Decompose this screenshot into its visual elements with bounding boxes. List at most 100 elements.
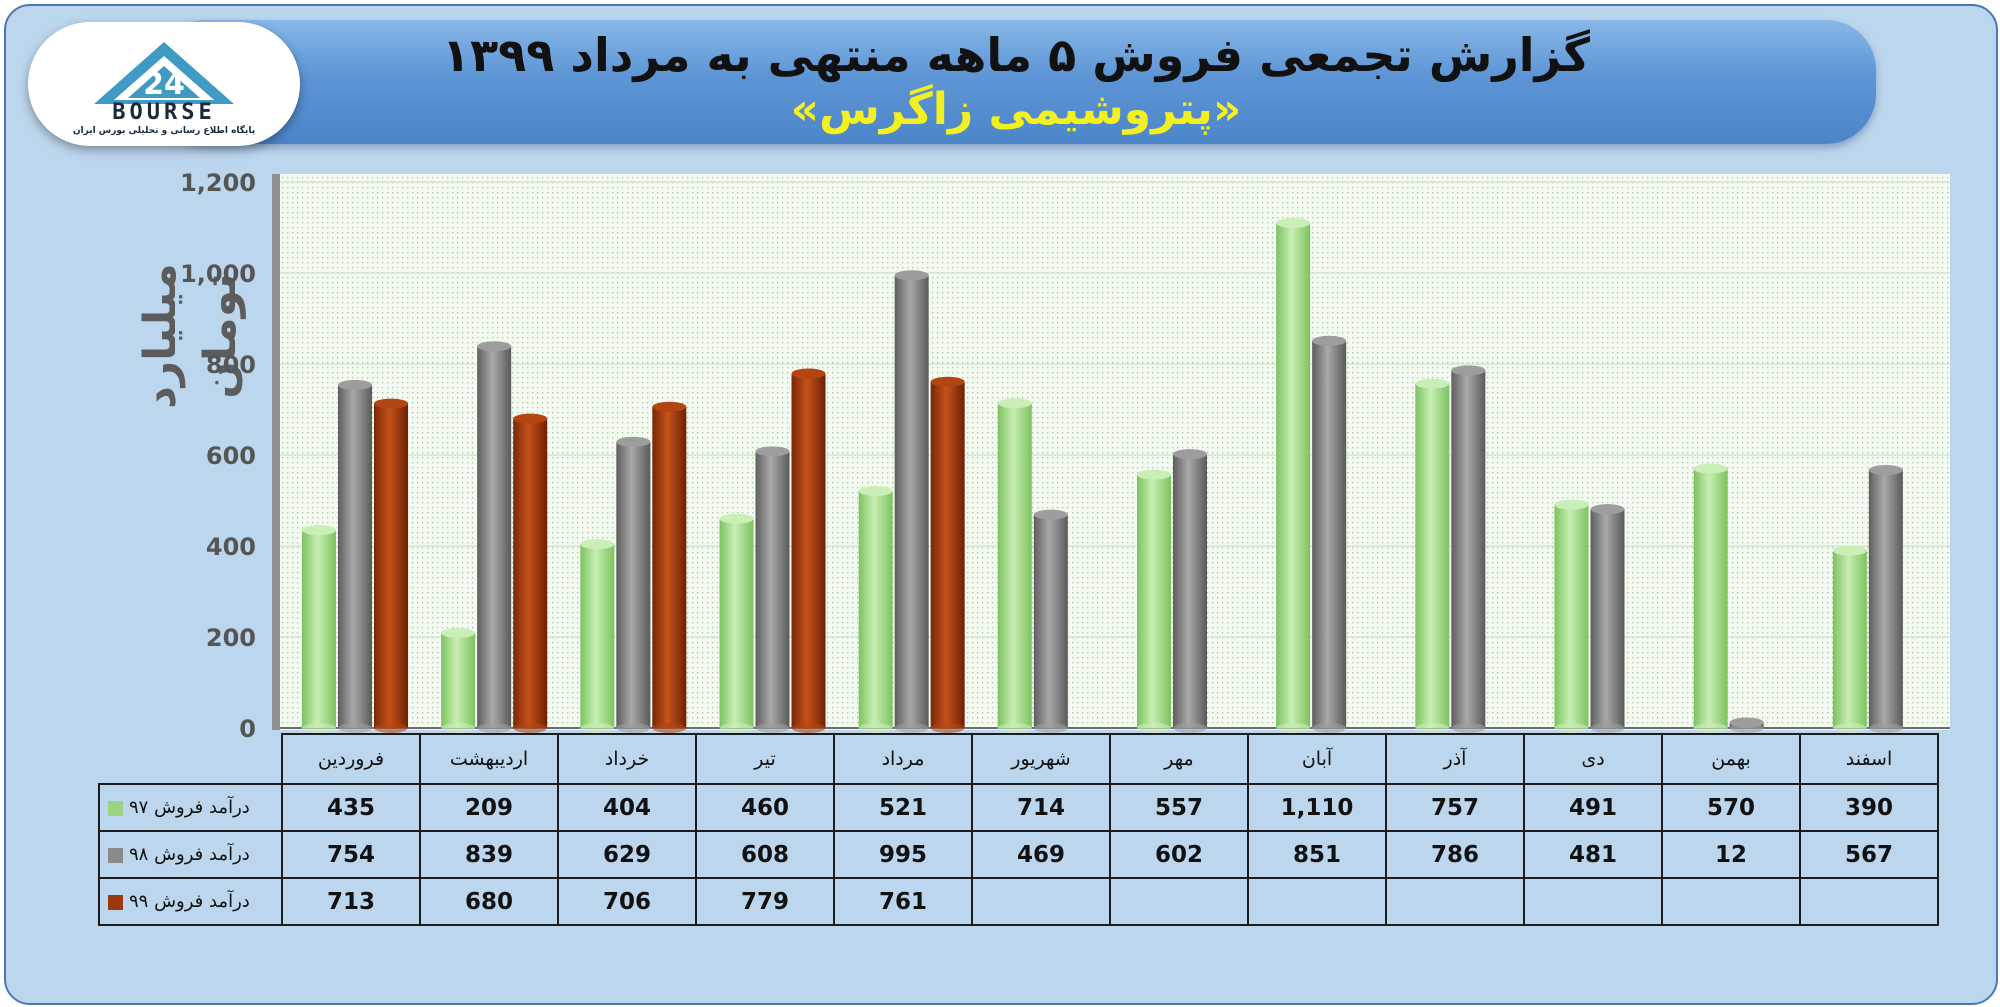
data-table: فروردین اردیبهشت خرداد تیر مرداد شهریور …	[98, 733, 1939, 926]
legend-swatch-icon	[108, 894, 123, 910]
data-label: 460	[695, 783, 835, 832]
data-label: 557	[1109, 783, 1249, 832]
bar-base	[513, 723, 548, 733]
bar-base	[1033, 723, 1068, 733]
data-label: 602	[1109, 830, 1249, 879]
bar-base	[1729, 723, 1764, 733]
bar-cap	[858, 485, 893, 496]
table-corner	[99, 734, 282, 784]
table-cell-empty	[1385, 877, 1525, 926]
bar-base	[755, 723, 790, 733]
table-cell-empty	[1247, 877, 1387, 926]
table-category: مرداد	[833, 733, 973, 785]
bar-cap	[1312, 335, 1347, 346]
table-category: تیر	[695, 733, 835, 785]
table-category: آبان	[1247, 733, 1387, 785]
bar-cap	[338, 379, 372, 390]
data-label: 404	[557, 783, 697, 832]
y-tick-label: 0	[239, 715, 256, 743]
chart-subtitle: «پتروشیمی زاگرس»	[790, 84, 1242, 135]
bar-cap	[1173, 449, 1207, 460]
bar-base	[1868, 723, 1903, 733]
bar	[302, 530, 336, 728]
legend-label: درآمد فروش ۹۷	[129, 797, 250, 818]
data-label: 706	[557, 877, 697, 926]
bar	[580, 544, 615, 728]
bar	[513, 418, 548, 728]
table-category: فروردین	[281, 733, 421, 785]
data-label: 761	[833, 877, 973, 926]
bar-base	[930, 723, 965, 733]
bar-cap	[930, 376, 965, 387]
table-category: مهر	[1109, 733, 1249, 785]
series-row-99: درآمد فروش ۹۹ 713 680 706 779 761	[98, 877, 1939, 926]
bar-cap	[1693, 463, 1728, 474]
bar	[1312, 340, 1347, 728]
bar	[1451, 370, 1486, 728]
bar-base	[997, 723, 1032, 733]
bar-base	[441, 723, 476, 733]
bar-cap	[374, 398, 408, 409]
bar-base	[1451, 723, 1486, 733]
data-label: 757	[1385, 783, 1525, 832]
data-label: 629	[557, 830, 697, 879]
bar	[1868, 470, 1903, 728]
bar-base	[616, 723, 651, 733]
legend-entry-98: درآمد فروش ۹۸	[98, 830, 283, 879]
legend-swatch-icon	[108, 800, 123, 816]
bar	[791, 373, 826, 728]
bar-cap	[652, 401, 687, 412]
bar-base	[1554, 723, 1589, 733]
bar	[858, 490, 893, 728]
data-label: 1,110	[1247, 783, 1387, 832]
bar-base	[1312, 723, 1347, 733]
data-label: 209	[419, 783, 559, 832]
bar-base	[477, 723, 512, 733]
bar-cap	[894, 270, 929, 281]
bar-base	[858, 723, 893, 733]
bar	[755, 451, 790, 728]
bar-cap	[1554, 499, 1589, 510]
bar	[1276, 222, 1311, 728]
y-tick-label: 200	[206, 624, 256, 652]
data-label: 521	[833, 783, 973, 832]
data-label: 995	[833, 830, 973, 879]
logo-wordmark: BOURSE	[112, 100, 216, 125]
data-label: 567	[1799, 830, 1939, 879]
data-label: 491	[1523, 783, 1663, 832]
bar-cap	[1590, 504, 1625, 515]
bar-base	[1832, 723, 1867, 733]
bar-cap	[441, 627, 476, 638]
legend-entry-97: درآمد فروش ۹۷	[98, 783, 283, 832]
bar	[1415, 383, 1450, 728]
data-label: 435	[281, 783, 421, 832]
bar-cap	[1451, 365, 1486, 376]
plot-side-wall	[272, 174, 280, 730]
bar-base	[894, 723, 929, 733]
bar-base	[1415, 723, 1450, 733]
table-cell-empty	[1661, 877, 1801, 926]
table-category: آذر	[1385, 733, 1525, 785]
bar	[616, 441, 651, 728]
y-tick-label: 400	[206, 533, 256, 561]
data-label: 779	[695, 877, 835, 926]
data-label: 680	[419, 877, 559, 926]
bar-cap	[513, 413, 548, 424]
data-label: 608	[695, 830, 835, 879]
bar	[1590, 509, 1625, 728]
bar	[1554, 504, 1589, 728]
data-label: 754	[281, 830, 421, 879]
bar-base	[302, 723, 336, 733]
y-tick-label: 1,000	[180, 260, 256, 288]
legend-label: درآمد فروش ۹۸	[129, 844, 250, 865]
data-label: 713	[281, 877, 421, 926]
table-category: بهمن	[1661, 733, 1801, 785]
bar	[477, 346, 512, 728]
series-row-97: درآمد فروش ۹۷ 435 209 404 460 521 714 55…	[98, 783, 1939, 832]
table-category: خرداد	[557, 733, 697, 785]
data-table-wrapper: فروردین اردیبهشت خرداد تیر مرداد شهریور …	[98, 733, 1939, 926]
bar	[652, 406, 687, 728]
y-tick-label: 1,200	[180, 169, 256, 197]
bar	[338, 384, 372, 728]
bar-cap	[719, 513, 754, 524]
